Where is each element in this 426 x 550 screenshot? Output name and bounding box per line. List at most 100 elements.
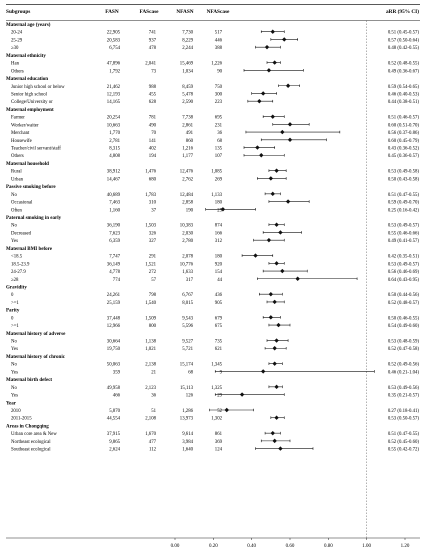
cell-nfascase: 1,345 bbox=[211, 363, 222, 368]
cell-fasn: 36,149 bbox=[107, 262, 121, 267]
row-label: >=1 bbox=[11, 301, 19, 306]
row-label: No bbox=[11, 340, 17, 345]
cell-fascase: 70 bbox=[151, 131, 156, 136]
cell-ci: 0.54 (0.49-0.60) bbox=[388, 324, 420, 329]
row-label: Farmer bbox=[11, 116, 25, 121]
point-estimate-marker bbox=[272, 346, 277, 351]
cell-nfasn: 5,596 bbox=[182, 324, 193, 329]
point-estimate-marker bbox=[274, 222, 279, 227]
cell-fascase: 680 bbox=[149, 177, 157, 182]
cell-fascase: 477 bbox=[149, 440, 157, 445]
cell-nfasn: 8,459 bbox=[182, 85, 193, 90]
row-label: Yes bbox=[11, 239, 18, 244]
cell-nfasn: 2,858 bbox=[182, 201, 193, 206]
cell-fasn: 38,912 bbox=[107, 170, 121, 175]
cell-fasn: 40,689 bbox=[107, 193, 121, 198]
row-label: Yes bbox=[11, 394, 18, 399]
point-estimate-marker bbox=[274, 168, 279, 173]
cell-nfasn: 9,543 bbox=[182, 316, 193, 321]
cell-ci: 0.46 (0.40-0.53) bbox=[388, 92, 420, 97]
cell-fasn: 20,254 bbox=[107, 116, 121, 121]
cell-ci: 0.43 (0.36-0.52) bbox=[388, 147, 420, 152]
cell-nfascase: 9 bbox=[220, 370, 223, 375]
cell-fascase: 1,540 bbox=[145, 301, 156, 306]
cell-nfasn: 2,078 bbox=[182, 255, 193, 260]
cell-nfascase: 52 bbox=[217, 409, 222, 414]
subgroup-header: Maternal household bbox=[6, 162, 49, 167]
point-estimate-marker bbox=[274, 415, 279, 420]
cell-fasn: 9,865 bbox=[109, 440, 120, 445]
cell-ci: 0.53 (0.49-0.57) bbox=[388, 224, 420, 229]
cell-nfascase: 223 bbox=[215, 100, 223, 105]
cell-fasn: 37,915 bbox=[107, 432, 121, 437]
row-label: 20-24 bbox=[11, 31, 23, 36]
cell-fascase: 112 bbox=[149, 448, 157, 453]
cell-nfascase: 44 bbox=[217, 278, 222, 283]
cell-ci: 0.52 (0.48-0.57) bbox=[388, 301, 420, 306]
point-estimate-marker bbox=[274, 338, 279, 343]
x-tick-label: 0.00 bbox=[171, 544, 180, 549]
cell-fasn: 37,448 bbox=[107, 316, 121, 321]
x-tick-label: 0.20 bbox=[209, 544, 218, 549]
cell-ci: 0.60 (0.45-0.79) bbox=[388, 139, 420, 144]
cell-nfasn: 13,973 bbox=[180, 417, 194, 422]
point-estimate-marker bbox=[266, 68, 272, 73]
cell-nfasn: 15,469 bbox=[180, 62, 194, 67]
cell-ci: 0.51 (0.46-0.57) bbox=[388, 116, 420, 121]
cell-fasn: 25,159 bbox=[107, 301, 121, 306]
cell-fasn: 47,896 bbox=[107, 62, 121, 67]
subgroup-header: Maternal education bbox=[6, 77, 48, 82]
point-estimate-marker bbox=[278, 446, 283, 451]
cell-nfascase: 446 bbox=[215, 38, 223, 43]
cell-nfascase: 25 bbox=[217, 208, 222, 213]
subgroup-header: Maternal history of chronic bbox=[6, 355, 66, 360]
cell-ci: 0.59 (0.54-0.65) bbox=[388, 85, 420, 90]
cell-nfasn: 1,177 bbox=[182, 154, 193, 159]
cell-nfascase: 154 bbox=[215, 270, 223, 275]
row-label: Han bbox=[11, 62, 20, 67]
cell-fasn: 7,623 bbox=[109, 231, 120, 236]
subgroup-header: Maternal BMI before bbox=[6, 247, 53, 252]
cell-ci: 0.44 (0.38-0.51) bbox=[388, 100, 420, 105]
cell-ci: 0.25 (0.16-0.42) bbox=[388, 208, 420, 213]
cell-nfasn: 3,984 bbox=[182, 440, 193, 445]
cell-nfasn: 68 bbox=[188, 370, 193, 375]
cell-nfasn: 1,640 bbox=[182, 448, 193, 453]
cell-nfasn: 317 bbox=[186, 278, 194, 283]
cell-nfasn: 2,861 bbox=[182, 123, 193, 128]
cell-nfascase: 1,325 bbox=[211, 386, 222, 391]
cell-nfasn: 2,780 bbox=[182, 239, 193, 244]
cell-fasn: 8,315 bbox=[109, 147, 120, 152]
cell-nfascase: 1,085 bbox=[211, 170, 222, 175]
subgroup-header: Areas in Chongqing bbox=[6, 424, 49, 429]
column-header: FASN bbox=[105, 9, 119, 15]
cell-fascase: 1,476 bbox=[145, 170, 156, 175]
row-label: No bbox=[11, 193, 17, 198]
column-header: NFAScase bbox=[207, 9, 230, 15]
point-estimate-marker bbox=[287, 137, 293, 142]
cell-fascase: 37 bbox=[151, 208, 156, 213]
cell-fasn: 30,664 bbox=[107, 340, 121, 345]
cell-ci: 0.51 (0.47-0.55) bbox=[388, 432, 420, 437]
cell-nfasn: 5,478 bbox=[182, 92, 193, 97]
point-estimate-marker bbox=[268, 176, 274, 181]
cell-nfascase: 1,133 bbox=[211, 193, 222, 198]
cell-nfascase: 231 bbox=[215, 123, 223, 128]
point-estimate-marker bbox=[270, 430, 275, 436]
cell-ci: 0.55 (0.46-0.66) bbox=[388, 231, 420, 236]
cell-nfascase: 90 bbox=[217, 69, 222, 74]
cell-nfasn: 5,721 bbox=[182, 347, 193, 352]
point-estimate-marker bbox=[272, 60, 277, 65]
row-label: Senior high school bbox=[11, 92, 48, 97]
x-tick-label: 0.60 bbox=[286, 544, 295, 549]
cell-nfascase: 68 bbox=[217, 139, 222, 144]
point-estimate-marker bbox=[287, 122, 293, 127]
cell-ci: 0.50 (0.46-0.55) bbox=[388, 316, 420, 321]
cell-fascase: 327 bbox=[149, 239, 157, 244]
cell-fascase: 1,138 bbox=[145, 340, 156, 345]
point-estimate-marker bbox=[239, 392, 245, 397]
cell-fascase: 2,123 bbox=[145, 386, 156, 391]
cell-nfasn: 1,633 bbox=[182, 270, 193, 275]
cell-nfascase: 312 bbox=[215, 239, 223, 244]
cell-fasn: 1,792 bbox=[109, 69, 120, 74]
